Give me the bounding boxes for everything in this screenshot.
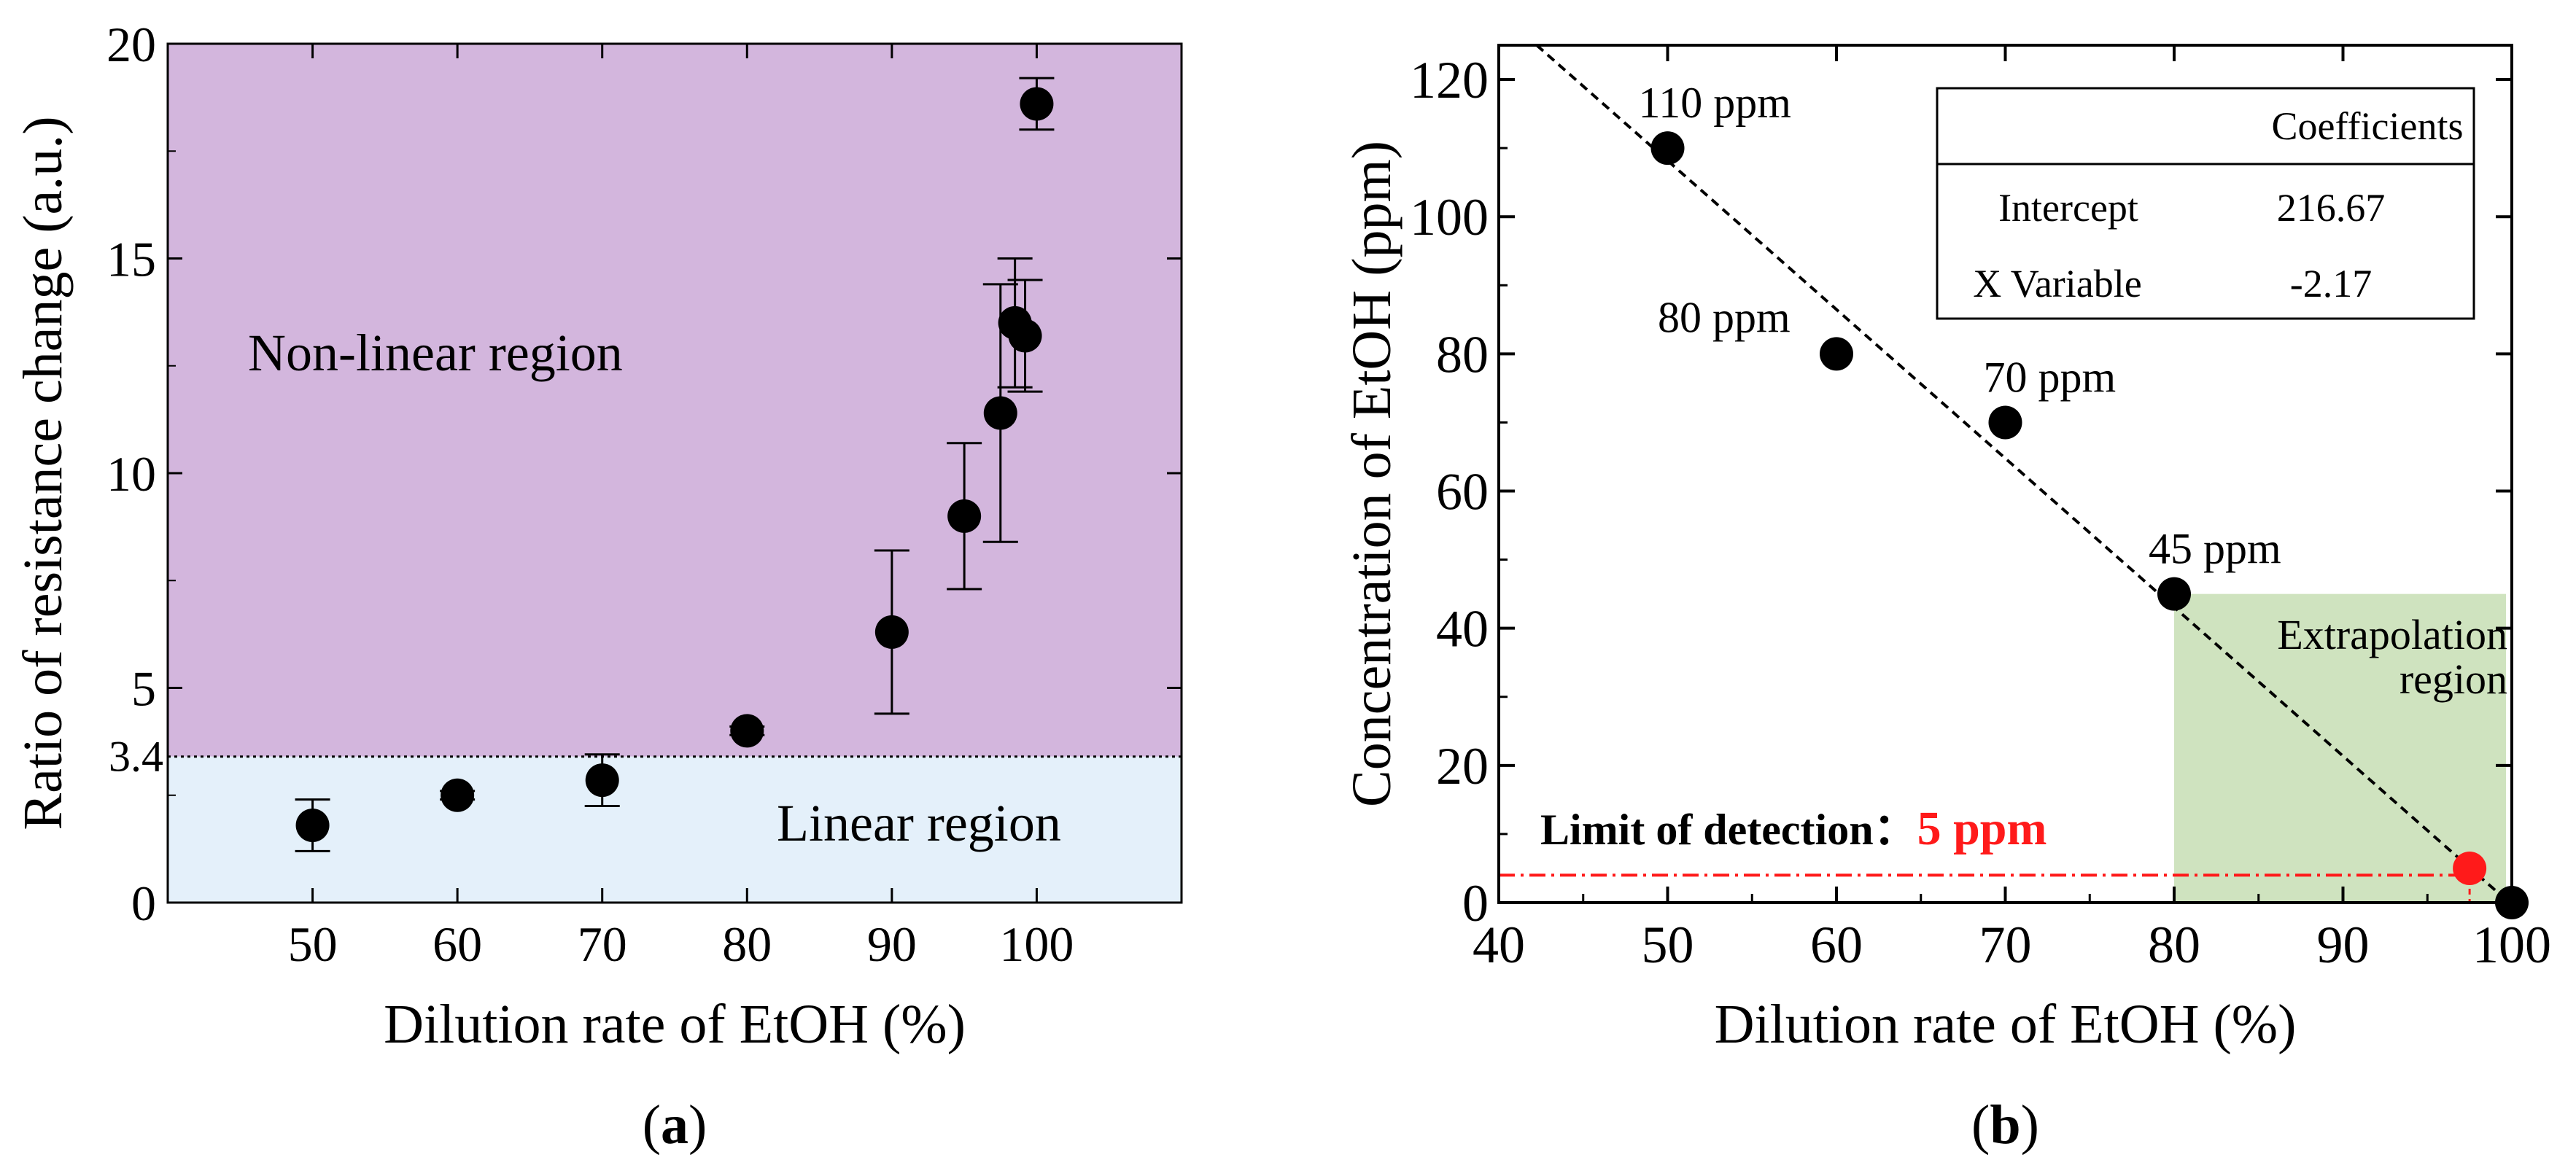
limit-of-detection-annotation: Limit of detection：5 ppm	[1540, 802, 2047, 855]
extrapolation-region-label-line1: Extrapolation	[2277, 611, 2507, 658]
x-tick-label: 50	[1642, 916, 1694, 974]
panel-b-y-axis-label: Concentration of EtOH (ppm)	[1341, 141, 1403, 807]
coefficients-x-variable-value: -2.17	[2290, 262, 2372, 305]
data-point: 80 ppm	[1658, 293, 1853, 371]
coefficients-table: Coefficients Intercept 216.67 X Variable…	[1936, 87, 2475, 320]
y-tick-label: 120	[1410, 51, 1489, 109]
x-tick-label: 80	[2148, 916, 2200, 974]
data-point: 70 ppm	[1984, 353, 2117, 440]
data-point	[295, 798, 330, 852]
panel-a-y-ticks: 0 5 10 15 20	[106, 17, 1182, 931]
x-tick-label: 100	[2472, 916, 2551, 974]
data-marker	[441, 778, 475, 812]
data-marker	[947, 499, 982, 533]
limit-of-detection-value: 5 ppm	[1917, 802, 2047, 855]
coefficients-table-box	[1936, 87, 2475, 320]
data-marker	[983, 396, 1017, 430]
data-point: 110 ppm	[1639, 79, 1791, 166]
data-point	[729, 714, 765, 748]
nonlinear-region-label: Non-linear region	[248, 324, 623, 382]
data-marker	[874, 615, 909, 649]
y-tick-label: 5	[131, 661, 156, 717]
panel-a-plot-frame	[166, 42, 1183, 904]
panel-a-letter: a	[661, 1094, 688, 1156]
x-tick-label: 60	[432, 916, 482, 972]
limit-of-detection-label: Limit of detection	[1540, 806, 1874, 854]
data-point	[874, 549, 909, 715]
data-point	[584, 753, 620, 807]
x-tick-label: 60	[1810, 916, 1863, 974]
panel-b-caption: (b)	[1971, 1094, 2039, 1156]
limit-of-detection-separator: ：	[1874, 806, 1917, 854]
data-marker	[1988, 405, 2022, 440]
data-label: 70 ppm	[1984, 353, 2117, 401]
coefficients-table-header: Coefficients	[2272, 104, 2464, 148]
data-marker	[1820, 337, 1853, 371]
data-marker	[585, 763, 619, 798]
y-tick-label: 15	[106, 232, 156, 287]
panel-a: 50 60 70 80 90 100 0 5 10 15 20 3.4 Non-linear re…	[12, 17, 1183, 1156]
panel-a-caption: (a)	[643, 1094, 707, 1156]
coefficients-intercept-value: 216.67	[2277, 186, 2386, 230]
data-marker	[730, 714, 764, 748]
y-tick-label: 10	[106, 446, 156, 502]
extrapolation-region-label-line2: region	[2400, 655, 2507, 703]
limit-of-detection-marker	[2453, 851, 2487, 885]
x-tick-label: 90	[2317, 916, 2370, 974]
y-tick-label: 20	[1436, 737, 1489, 795]
y-tick-label: 60	[1436, 463, 1489, 521]
x-tick-label: 40	[1473, 916, 1525, 974]
x-tick-label: 100	[999, 916, 1074, 972]
data-label: 80 ppm	[1658, 293, 1791, 341]
threshold-label: 3.4	[109, 733, 163, 781]
nonlinear-region-background	[168, 44, 1182, 757]
coefficients-x-variable-name: X Variable	[1973, 262, 2141, 305]
panel-a-y-axis-label: Ratio of resistance change (a.u.)	[12, 116, 74, 830]
linear-region-background	[168, 756, 1182, 903]
data-marker	[1020, 87, 1054, 121]
panel-b-plot-frame	[1497, 44, 2513, 904]
data-marker	[2157, 577, 2191, 611]
data-label: 110 ppm	[1639, 79, 1791, 127]
panel-a-x-axis-label: Dilution rate of EtOH (%)	[384, 994, 966, 1055]
data-marker	[295, 808, 330, 842]
y-tick-label: 80	[1436, 325, 1489, 383]
y-tick-label: 20	[106, 17, 156, 72]
y-tick-label: 100	[1410, 188, 1489, 246]
y-tick-label: 0	[1462, 874, 1489, 932]
y-tick-label: 0	[131, 876, 156, 931]
coefficients-intercept-name: Intercept	[1998, 186, 2138, 230]
panel-a-x-ticks: 50 60 70 80 90 100	[288, 44, 1074, 972]
data-marker	[1008, 319, 1042, 353]
data-point	[440, 778, 476, 812]
data-point	[1019, 77, 1055, 131]
x-tick-label: 50	[288, 916, 338, 972]
data-point: 45 ppm	[2149, 525, 2281, 611]
x-tick-label: 90	[867, 916, 917, 972]
panel-b-y-ticks: 0 20 40 60 80 100 120	[1410, 51, 2512, 932]
panel-b: 110 ppm 80 ppm 70 ppm 45 ppm 40 50 60 70 80 90 10…	[1341, 44, 2551, 1156]
data-marker	[1650, 131, 1685, 166]
x-tick-label: 70	[578, 916, 627, 972]
regression-fit-line	[1535, 44, 2513, 906]
panel-a-data-points	[295, 77, 1055, 852]
data-label: 45 ppm	[2149, 525, 2281, 573]
x-tick-label: 80	[722, 916, 772, 972]
panel-b-letter: b	[1990, 1094, 2020, 1156]
data-point	[947, 442, 982, 591]
y-tick-label: 40	[1436, 600, 1489, 658]
panel-b-x-axis-label: Dilution rate of EtOH (%)	[1715, 994, 2297, 1055]
x-tick-label: 70	[1979, 916, 2032, 974]
linear-region-label: Linear region	[777, 794, 1061, 852]
limit-of-detection-point	[2453, 851, 2487, 885]
data-point	[1007, 279, 1043, 393]
